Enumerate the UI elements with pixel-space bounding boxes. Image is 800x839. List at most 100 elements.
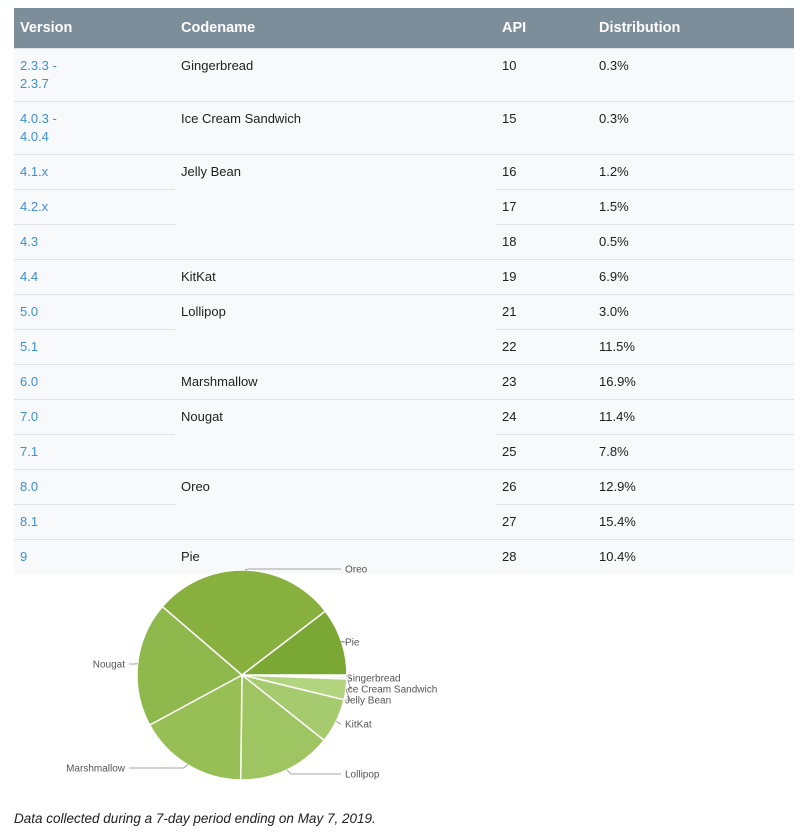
pie-label: Ice Cream Sandwich xyxy=(345,685,437,696)
api-cell: 17 xyxy=(496,189,593,225)
api-cell: 21 xyxy=(496,294,593,330)
api-cell: 25 xyxy=(496,434,593,470)
version-link[interactable]: 8.0 xyxy=(20,479,39,494)
version-link[interactable]: 5.0 xyxy=(20,304,39,319)
header-distribution: Distribution xyxy=(593,8,794,49)
table-row: 7.0 Nougat 24 11.4% xyxy=(14,399,794,470)
distribution-cell: 6.9% xyxy=(593,259,794,295)
table-header-row: Version Codename API Distribution xyxy=(14,8,794,49)
table-row: 2.3.3 - 2.3.7 Gingerbread 10 0.3% xyxy=(14,48,794,102)
api-cell: 28 xyxy=(496,539,593,574)
pie-label: Pie xyxy=(345,638,360,649)
version-link[interactable]: 5.1 xyxy=(20,339,39,354)
footer-note: Data collected during a 7-day period end… xyxy=(14,811,376,826)
table-row: 4.3 18 0.5% xyxy=(14,224,794,260)
table-row: 4.0.3 - 4.0.4 Ice Cream Sandwich 15 0.3% xyxy=(14,101,794,155)
api-cell: 15 xyxy=(496,101,593,155)
version-cell: 4.3 xyxy=(14,224,175,260)
codename-cell: Oreo xyxy=(175,469,496,540)
version-link[interactable]: 4.4 xyxy=(20,269,39,284)
api-cell: 18 xyxy=(496,224,593,260)
version-link[interactable]: 7.0 xyxy=(20,409,39,424)
version-cell: 4.1.x xyxy=(14,154,175,190)
distribution-cell: 11.5% xyxy=(593,329,794,365)
codename-cell: KitKat xyxy=(175,259,496,295)
version-cell: 2.3.3 - 2.3.7 xyxy=(14,48,175,102)
version-link[interactable]: 7.1 xyxy=(20,444,39,459)
api-cell: 22 xyxy=(496,329,593,365)
distribution-cell: 10.4% xyxy=(593,539,794,574)
pie-slice-pie xyxy=(239,610,348,676)
pie-slice-nougat xyxy=(136,605,244,727)
version-cell: 8.1 xyxy=(14,504,175,540)
api-cell: 27 xyxy=(496,504,593,540)
version-link[interactable]: 9 xyxy=(20,549,28,564)
distribution-cell: 0.5% xyxy=(593,224,794,260)
pie-leader-line xyxy=(336,720,341,725)
codename-cell: Marshmallow xyxy=(175,364,496,400)
table-row: 4.4 KitKat 19 6.9% xyxy=(14,259,794,295)
version-link[interactable]: 6.0 xyxy=(20,374,39,389)
version-cell: 7.0 xyxy=(14,399,175,435)
api-cell: 23 xyxy=(496,364,593,400)
pie-label: Nougat xyxy=(93,660,125,671)
table-row: 8.1 27 15.4% xyxy=(14,504,794,540)
table-row: 4.2.x 17 1.5% xyxy=(14,189,794,225)
version-cell: 5.1 xyxy=(14,329,175,365)
api-cell: 19 xyxy=(496,259,593,295)
pie-leader-line xyxy=(286,769,341,775)
version-link[interactable]: 4.1.x xyxy=(20,164,49,179)
version-cell: 4.0.3 - 4.0.4 xyxy=(14,101,175,155)
version-link[interactable]: 4.3 xyxy=(20,234,39,249)
api-cell: 26 xyxy=(496,469,593,505)
distribution-cell: 11.4% xyxy=(593,399,794,435)
version-cell: 5.0 xyxy=(14,294,175,330)
version-cell: 8.0 xyxy=(14,469,175,505)
table-row: 4.1.x Jelly Bean 16 1.2% xyxy=(14,154,794,260)
version-link[interactable]: 8.1 xyxy=(20,514,39,529)
pie-label: KitKat xyxy=(345,720,372,731)
table-row: 8.0 Oreo 26 12.9% xyxy=(14,469,794,540)
codename-cell: Jelly Bean xyxy=(175,154,496,260)
version-cell: 4.4 xyxy=(14,259,175,295)
distribution-cell: 3.0% xyxy=(593,294,794,330)
pie-slice-oreo xyxy=(161,569,327,676)
distribution-cell: 0.3% xyxy=(593,101,794,155)
table-row: 5.1 22 11.5% xyxy=(14,329,794,365)
table-row: 6.0 Marshmallow 23 16.9% xyxy=(14,364,794,400)
distribution-cell: 0.3% xyxy=(593,48,794,102)
version-link[interactable]: 4.0.3 - 4.0.4 xyxy=(20,111,57,144)
table-row: 7.1 25 7.8% xyxy=(14,434,794,470)
pie-label: Jelly Bean xyxy=(345,696,391,707)
version-cell: 7.1 xyxy=(14,434,175,470)
distribution-cell: 16.9% xyxy=(593,364,794,400)
version-cell: 4.2.x xyxy=(14,189,175,225)
distribution-cell: 15.4% xyxy=(593,504,794,540)
table-row: 9 Pie 28 10.4% xyxy=(14,539,794,574)
distribution-cell: 7.8% xyxy=(593,434,794,470)
table-row: 5.0 Lollipop 21 3.0% xyxy=(14,294,794,365)
pie-leader-line xyxy=(129,764,188,769)
api-cell: 10 xyxy=(496,48,593,102)
codename-cell: Ice Cream Sandwich xyxy=(175,101,496,155)
header-api: API xyxy=(496,8,593,49)
distribution-table: Version Codename API Distribution 2.3.3 … xyxy=(14,8,794,574)
header-version: Version xyxy=(14,8,175,49)
distribution-cell: 12.9% xyxy=(593,469,794,505)
codename-cell: Pie xyxy=(175,539,496,574)
pie-label: Lollipop xyxy=(345,770,380,781)
version-link[interactable]: 4.2.x xyxy=(20,199,49,214)
version-link[interactable]: 2.3.3 - 2.3.7 xyxy=(20,58,57,91)
codename-cell: Nougat xyxy=(175,399,496,470)
pie-leader-line xyxy=(244,568,341,571)
distribution-cell: 1.5% xyxy=(593,189,794,225)
codename-cell: Gingerbread xyxy=(175,48,496,102)
version-cell: 9 xyxy=(14,539,175,574)
api-cell: 16 xyxy=(496,154,593,190)
pie-label: Oreo xyxy=(345,565,368,576)
pie-leader-line xyxy=(341,640,346,643)
pie-label: Gingerbread xyxy=(345,674,401,685)
pie-label: Marshmallow xyxy=(66,764,126,775)
codename-cell: Lollipop xyxy=(175,294,496,365)
